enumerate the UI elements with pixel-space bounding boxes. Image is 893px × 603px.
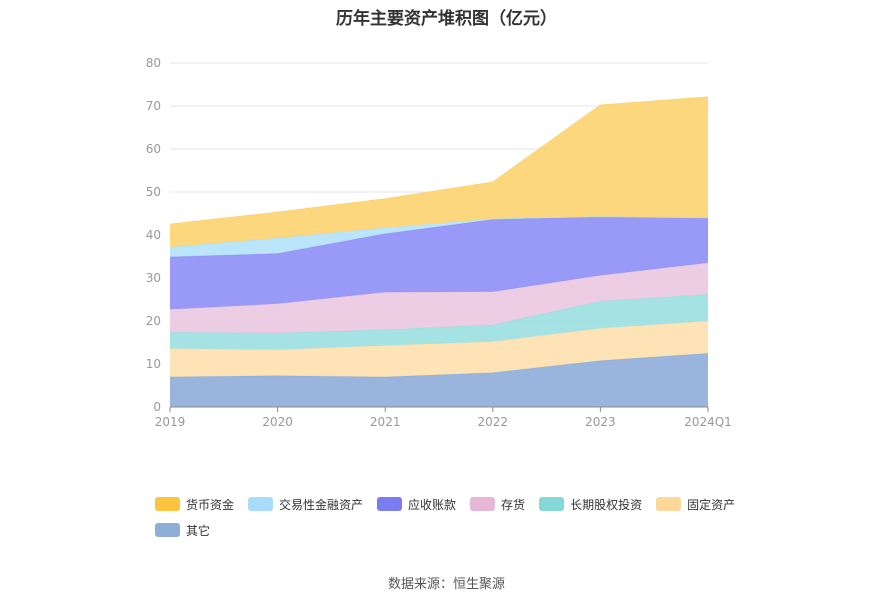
x-tick-label: 2020 <box>262 415 293 429</box>
legend-swatch <box>656 497 682 511</box>
y-tick-label: 80 <box>146 56 161 70</box>
y-tick-label: 70 <box>146 99 161 113</box>
area-series-edge <box>169 96 709 225</box>
y-tick-label: 60 <box>146 142 161 156</box>
legend-item-equity-investment[interactable]: 长期股权投资 <box>539 494 642 514</box>
y-tick-label: 0 <box>153 400 161 414</box>
area-series[interactable] <box>170 216 708 310</box>
legend-item-inventory[interactable]: 存货 <box>470 494 525 514</box>
legend-swatch <box>539 497 565 511</box>
legend-item-trading-assets[interactable]: 交易性金融资产 <box>248 494 363 514</box>
legend-swatch <box>155 497 180 511</box>
x-tick-label: 2022 <box>478 415 509 429</box>
chart-legend: 货币资金 交易性金融资产 应收账款 存货 长期股权投资 固定资产 其它 <box>155 494 795 540</box>
chart-title: 历年主要资产堆积图（亿元） <box>336 9 557 29</box>
area-series[interactable] <box>170 97 708 247</box>
area-series[interactable] <box>170 321 708 377</box>
legend-item-cash[interactable]: 货币资金 <box>155 494 234 514</box>
x-tick-label: 2023 <box>585 415 616 429</box>
y-tick-label: 40 <box>146 228 161 242</box>
legend-swatch <box>377 497 403 511</box>
legend-label: 其它 <box>186 523 211 538</box>
legend-item-receivables[interactable]: 应收账款 <box>377 494 456 514</box>
legend-swatch <box>470 497 496 511</box>
data-source-note: 数据来源：恒生聚源 <box>387 577 505 592</box>
legend-label: 长期股权投资 <box>570 497 643 512</box>
x-tick-label: 2021 <box>370 415 401 429</box>
legend-swatch <box>155 523 180 537</box>
legend-label: 应收账款 <box>408 497 457 512</box>
area-series[interactable] <box>170 262 708 333</box>
legend-label: 存货 <box>501 497 526 512</box>
y-tick-label: 10 <box>146 357 161 371</box>
y-tick-label: 50 <box>146 185 161 199</box>
x-tick-label: 2024Q1 <box>684 415 732 429</box>
area-series[interactable] <box>170 353 708 407</box>
y-tick-label: 30 <box>146 271 161 285</box>
legend-swatch <box>248 497 274 511</box>
y-tick-label: 20 <box>146 314 161 328</box>
x-tick-label: 2019 <box>155 415 186 429</box>
legend-label: 固定资产 <box>687 497 736 512</box>
area-series[interactable] <box>170 294 708 350</box>
legend-label: 货币资金 <box>186 497 235 512</box>
legend-item-fixed-assets[interactable]: 固定资产 <box>656 494 735 514</box>
area-series[interactable] <box>170 216 708 257</box>
legend-label: 交易性金融资产 <box>279 497 364 512</box>
legend-item-other[interactable]: 其它 <box>155 520 210 540</box>
